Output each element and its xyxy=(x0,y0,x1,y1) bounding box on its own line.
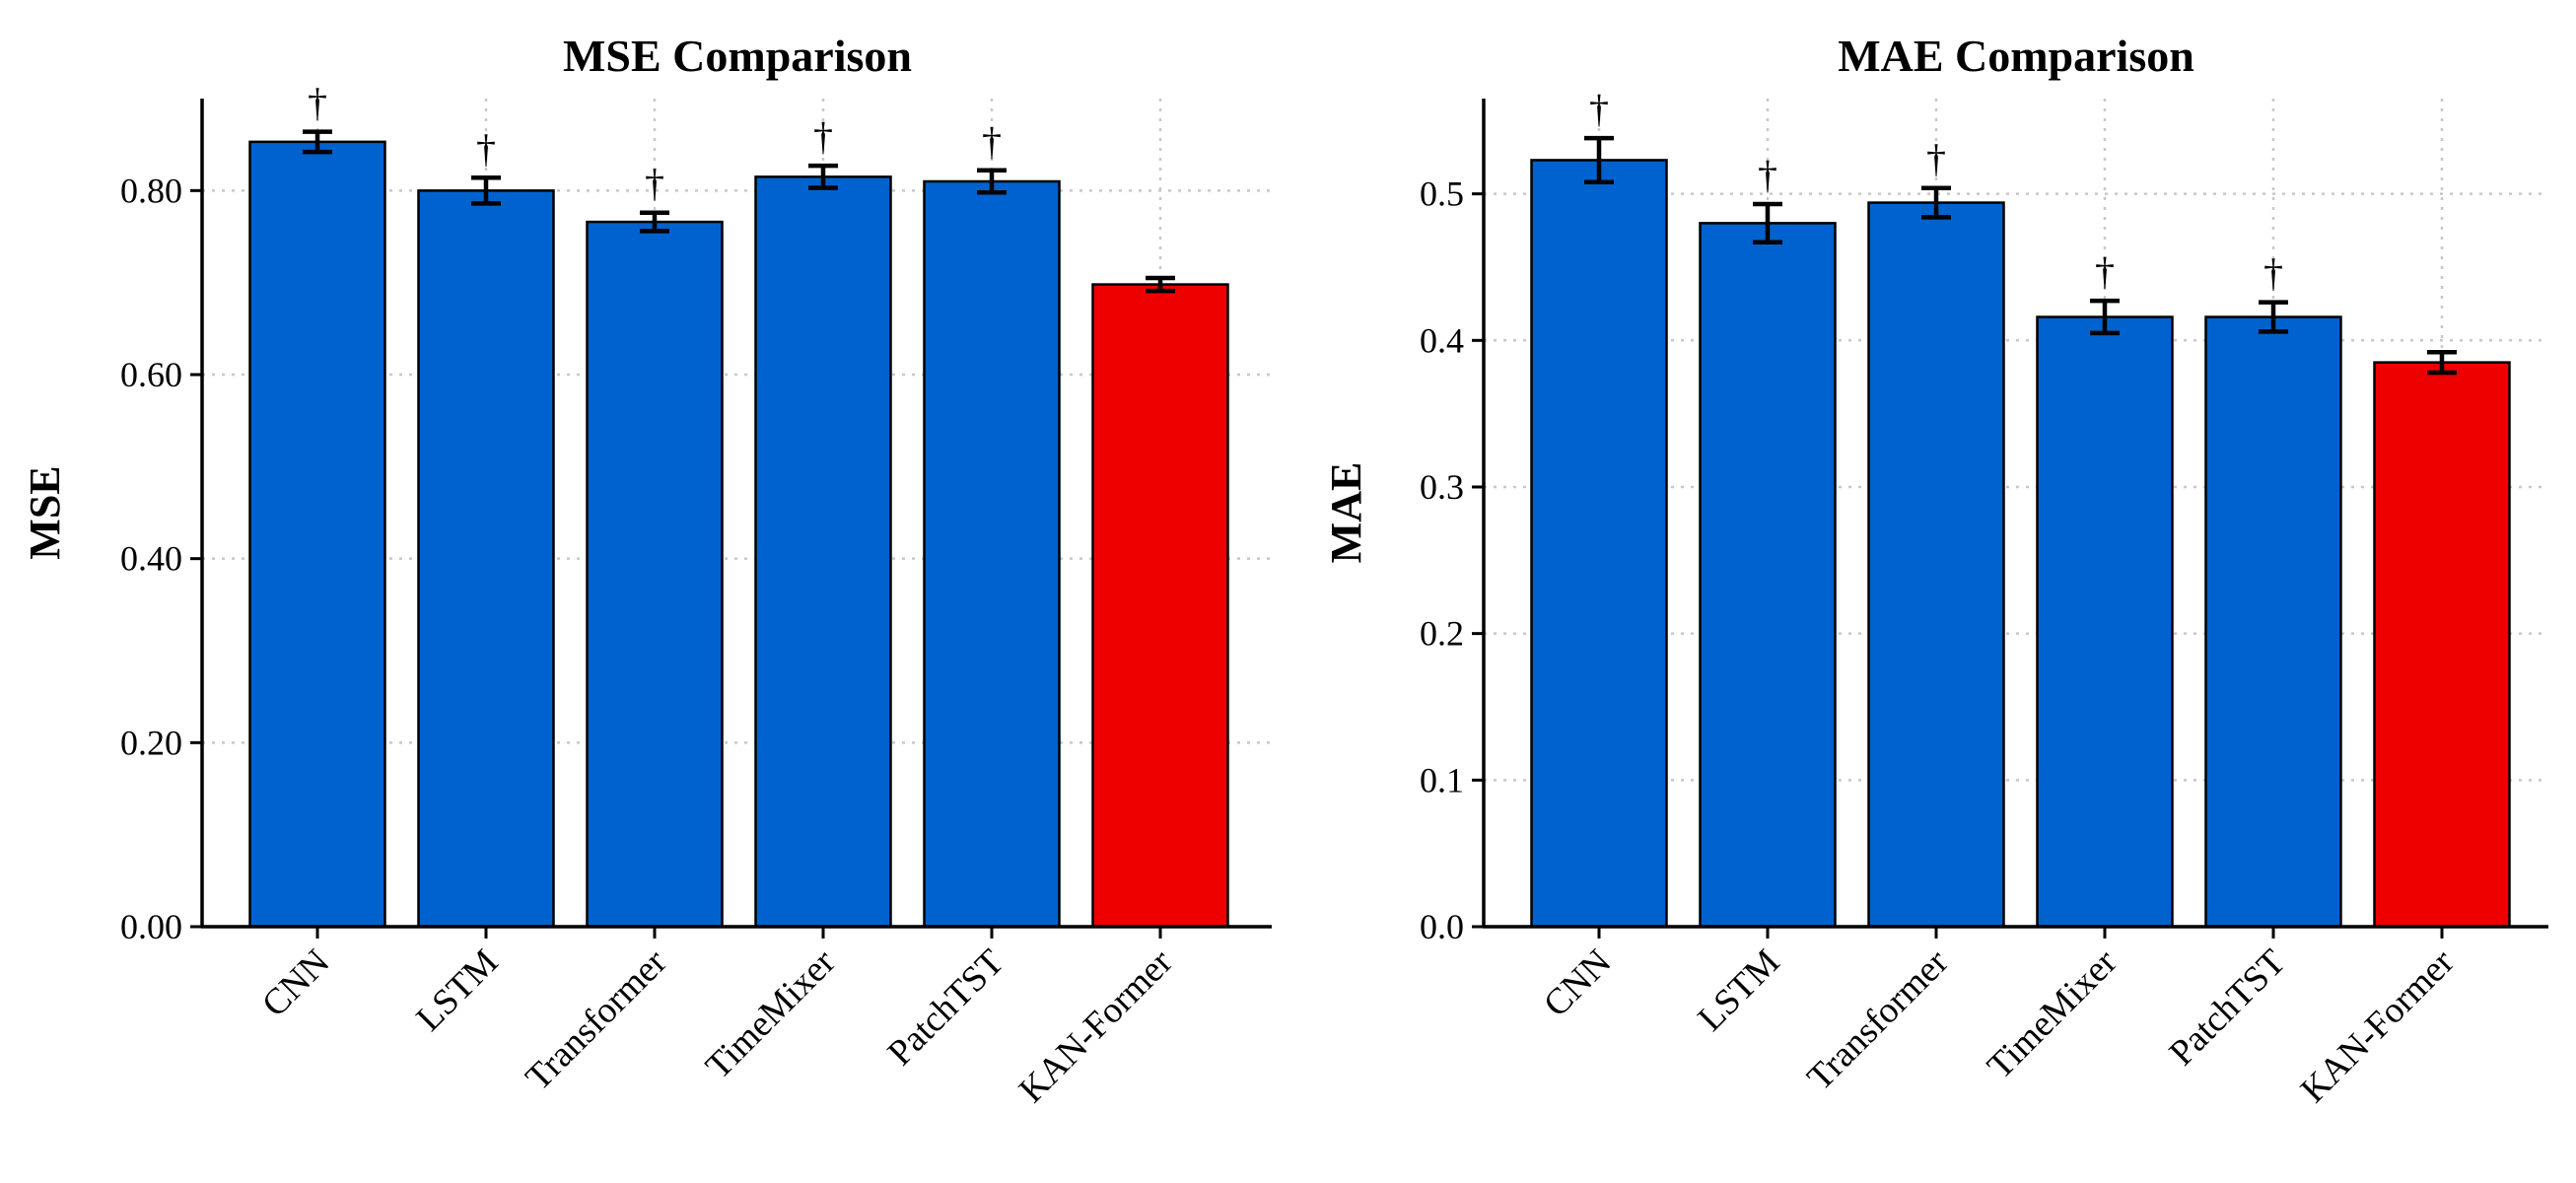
error-bar xyxy=(2259,300,2288,334)
bar-patchtst xyxy=(2204,315,2342,929)
mae-chart: † † † † † 0.0 0.1 0.2 0.3 0.4 0.5 CNN LSTM Transforme… xyxy=(1322,31,2548,1111)
y-tick-label: 0.5 xyxy=(1420,174,1464,214)
error-bar xyxy=(2427,349,2457,376)
y-axis-label: MAE xyxy=(1322,462,1370,564)
error-bar xyxy=(1146,275,1175,294)
y-tick-label: 0.2 xyxy=(1420,614,1464,654)
x-tick-label: CNN xyxy=(254,941,337,1024)
y-tick-label: 0.1 xyxy=(1420,760,1464,800)
y-tick-label: 0.80 xyxy=(120,171,182,210)
chart-title: MAE Comparison xyxy=(1838,31,2194,81)
error-bar xyxy=(640,210,669,234)
x-tick-label: KAN-Former xyxy=(1011,941,1180,1110)
error-bar xyxy=(1921,185,1951,220)
y-tick-label: 0.4 xyxy=(1420,320,1464,360)
x-tick-label: PatchTST xyxy=(2162,941,2294,1074)
bar-timemixer xyxy=(2036,315,2174,929)
error-bar xyxy=(1584,135,1614,184)
x-tick-label: Transformer xyxy=(519,941,675,1098)
bar-kan-former xyxy=(2373,361,2511,929)
significance-marker: † xyxy=(2095,249,2115,294)
y-tick-label: 0.00 xyxy=(120,907,182,946)
chart-title: MSE Comparison xyxy=(563,31,912,81)
x-tick-label: LSTM xyxy=(409,941,507,1039)
bar-lstm xyxy=(417,189,555,929)
y-tick-label: 0.0 xyxy=(1420,907,1464,946)
error-bar xyxy=(471,175,501,206)
error-bar xyxy=(808,163,838,190)
x-tick-label: CNN xyxy=(1536,941,1619,1024)
error-bar xyxy=(303,129,332,155)
significance-marker: † xyxy=(2263,251,2283,296)
x-tick-label: KAN-Former xyxy=(2293,941,2462,1110)
significance-marker: † xyxy=(1926,137,1946,181)
error-bar xyxy=(977,168,1007,195)
error-bar xyxy=(1753,201,1782,244)
x-tick-label: Transformer xyxy=(1800,941,1957,1098)
y-tick-label: 0.20 xyxy=(120,723,182,762)
x-tick-label: TimeMixer xyxy=(1980,941,2124,1086)
x-tick-label: PatchTST xyxy=(880,941,1012,1074)
x-tick-label: LSTM xyxy=(1691,941,1788,1039)
bar-cnn xyxy=(248,140,386,929)
significance-marker: † xyxy=(476,126,496,171)
y-tick-label: 0.3 xyxy=(1420,467,1464,507)
y-tick-label: 0.60 xyxy=(120,355,182,394)
significance-marker: † xyxy=(645,162,664,206)
error-bar xyxy=(2090,298,2120,336)
bar-kan-former xyxy=(1091,283,1229,929)
y-axis-label: MSE xyxy=(21,465,69,559)
significance-marker: † xyxy=(813,114,833,159)
mse-chart: † † † † † 0.00 0.20 0.40 0.60 0.80 CNN LSTM Transfor… xyxy=(21,31,1272,1111)
y-tick-label: 0.40 xyxy=(120,539,182,579)
bar-transformer xyxy=(1867,201,2005,929)
bar-cnn xyxy=(1530,159,1668,929)
x-tick-label: TimeMixer xyxy=(698,941,843,1086)
significance-marker: † xyxy=(1758,153,1777,197)
significance-marker: † xyxy=(982,119,1002,164)
bar-lstm xyxy=(1699,222,1837,929)
significance-marker: † xyxy=(308,81,327,125)
bar-transformer xyxy=(586,220,724,929)
bar-timemixer xyxy=(754,175,892,929)
bar-patchtst xyxy=(923,179,1061,929)
significance-marker: † xyxy=(1589,87,1609,131)
